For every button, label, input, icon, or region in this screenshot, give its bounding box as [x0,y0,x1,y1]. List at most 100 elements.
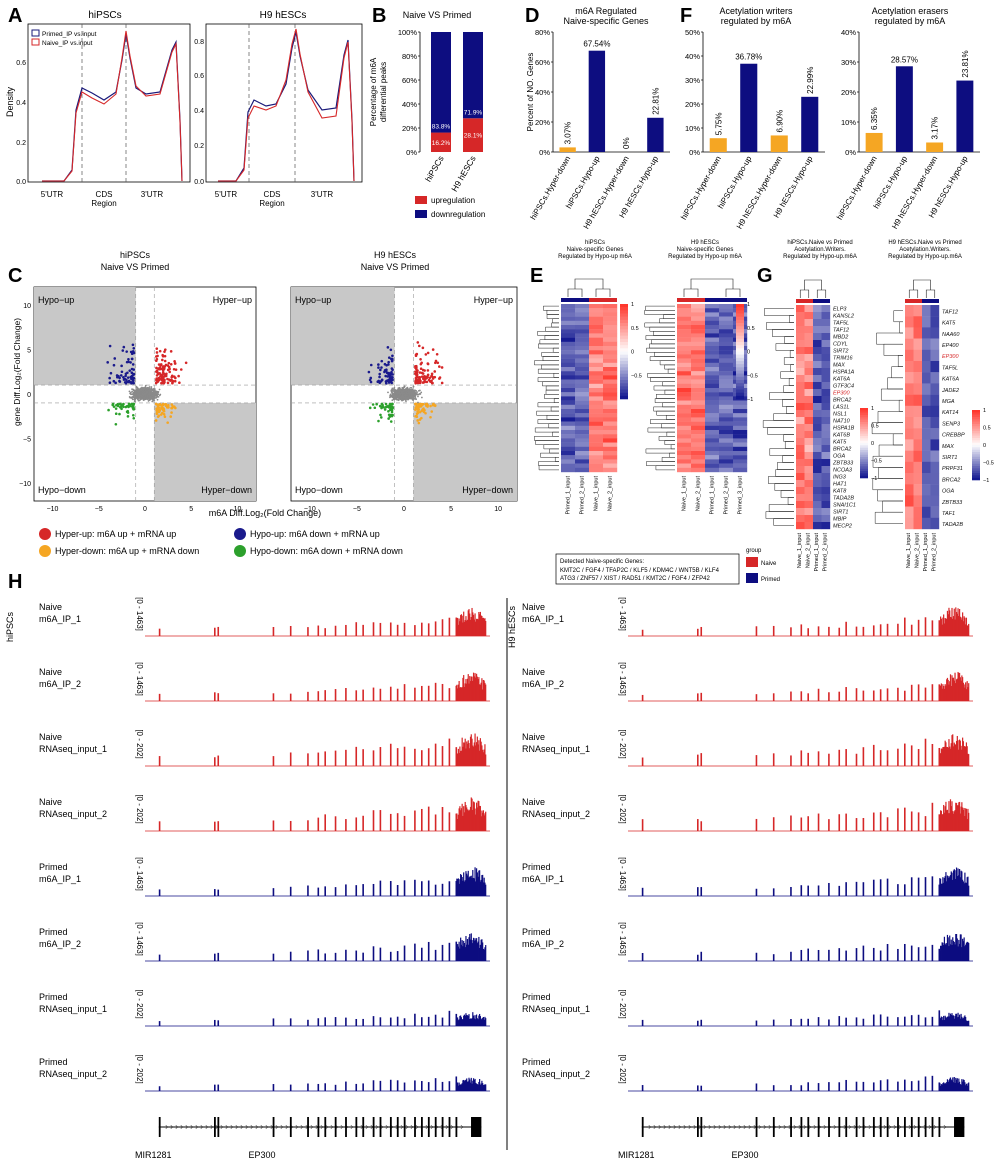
panel-g-left-cell [804,459,814,467]
panel-c-left-point-sig [156,372,160,376]
panel-h-coverage-peak [931,1075,934,1091]
panel-c-left-point-sig [163,354,167,358]
panel-e-left-cell [575,329,590,334]
panel-c-right-point-sig [416,375,419,379]
panel-f-writers-value-label: 5.75% [714,113,723,136]
panel-h-coverage-peak [838,948,841,961]
panel-g-left-cell [804,347,814,355]
panel-h-coverage-peak [872,1082,875,1091]
panel-e-right-colorbar-cell [736,383,744,387]
panel-e-right-cell [691,451,706,456]
panel-c-left-point-sig [169,363,173,366]
panel-g-right-cell [930,383,940,395]
panel-c-legend-dot [39,528,51,540]
panel-e-right-row-dendrogram [653,331,675,336]
panel-c-left-point-sig [171,405,175,408]
panel-c-right-point-sig [368,406,372,410]
panel-c-right-point-sig [367,370,371,374]
panel-c-left-point-sig [127,360,130,364]
panel-g-left-cell [804,431,814,439]
panel-c-right-point-sig [391,358,394,362]
panel-g-right-colorbar-cell [972,410,980,413]
panel-c-left-xtick: 10 [234,506,242,513]
panel-h-coverage-peak [697,693,699,701]
panel-e-left-colorbar-cell [620,370,628,374]
panel-e-left-cell [575,350,590,355]
panel-c-right-point-sig [418,410,422,414]
panel-h-coverage-peak [317,1083,320,1091]
panel-d-ytick: 60% [535,58,550,67]
panel-e-right-row-dendrogram [646,461,675,466]
panel-e-right-cell [677,434,692,439]
panel-h-coverage-peak [697,954,699,961]
panel-e-left-cell [575,446,590,452]
panel-h-coverage-peak [334,1017,337,1026]
panel-e-left-cell [561,409,576,414]
panel-c-left-point-sig [125,350,129,353]
panel-c-left-point-sig [158,410,161,413]
panel-e-left-cell [589,463,604,468]
panel-g-left-cell [804,305,814,313]
panel-g-left-cell [821,403,831,411]
panel-b-legend-up-swatch [415,196,427,204]
panel-e-right-cell [691,371,706,376]
panel-h-coverage-peak [828,753,830,766]
panel-f-erasers-bar [895,66,913,152]
panel-c-left-point-sig [155,407,158,410]
panel-a-right-ytick-1: 0.2 [194,143,204,150]
panel-g-left-cell [796,515,805,523]
panel-c-left-point-ns [149,388,152,391]
panel-e-right-cell [719,316,734,321]
panel-a-right-ytick-2: 0.4 [194,108,204,115]
panel-h-gene-exon [772,1117,775,1137]
panel-g-right-cell [905,473,914,485]
panel-c-right-point-sig [380,378,384,382]
panel-h-coverage-peak [485,1018,487,1026]
panel-h-track-label-group: Primed [39,1057,68,1067]
panel-c-right-point-ns [409,388,412,391]
panel-e-left-row-dendrogram [553,398,559,403]
panel-g-left-cell [796,508,805,516]
panel-g-left-row-dendrogram [775,343,794,351]
panel-h-coverage-peak [317,625,320,636]
panel-g-right-cell [930,394,940,406]
panel-c-right-point-sig [389,376,392,379]
panel-g-left-cell [813,312,822,320]
panel-e-left-cell [575,304,590,309]
panel-c-right-point-sig [431,403,435,406]
panel-c-left-point-sig [167,361,171,365]
panel-g-left-col-label: Naive_1_input [797,533,803,569]
panel-e-left-cell [603,367,618,372]
panel-c-left-point-ns [137,397,140,400]
panel-h-coverage-peak [307,885,309,896]
panel-c-left-point-ns [129,391,132,394]
panel-e-left-cell [603,396,618,401]
panel-c-right-point-sig [390,381,394,385]
panel-h-gene-exon [800,1117,803,1137]
panel-h-coverage-peak [448,881,451,896]
panel-g-left-colorbar-cell [860,412,868,416]
panel-c-right-point-ns [406,386,409,389]
panel-e-right-row-dendrogram [647,373,675,378]
panel-c-left-point-sig [132,416,136,420]
panel-h-coverage-peak [414,625,416,636]
panel-g-right-row-dendrogram [892,433,903,446]
panel-h-coverage-peak [324,628,326,636]
panel-h-coverage-peak [217,889,220,896]
panel-c-right-point-sig [414,414,417,418]
panel-g-right-cell [922,473,931,485]
panel-h-coverage-peak [807,628,809,636]
panel-c-right-point-sig [426,373,430,377]
panel-c-right-point-sig [383,362,387,366]
panel-c: hiPSCs Naive VS Primed H9 hESCs Naive VS… [12,250,518,557]
panel-h-coverage-peak [886,623,889,636]
panel-c-left-point-ns [151,392,154,395]
panel-h-coverage-peak [772,1019,775,1026]
panel-c-left-point-ns [148,392,151,394]
panel-f-erasers-ytick: 30% [841,58,856,67]
panel-c-left-point-sig [174,406,177,410]
panel-c-right-point-sig [431,348,435,351]
panel-g-left-cell [813,396,822,404]
panel-c-right-point-sig [423,380,427,384]
panel-d-bar [559,147,576,152]
